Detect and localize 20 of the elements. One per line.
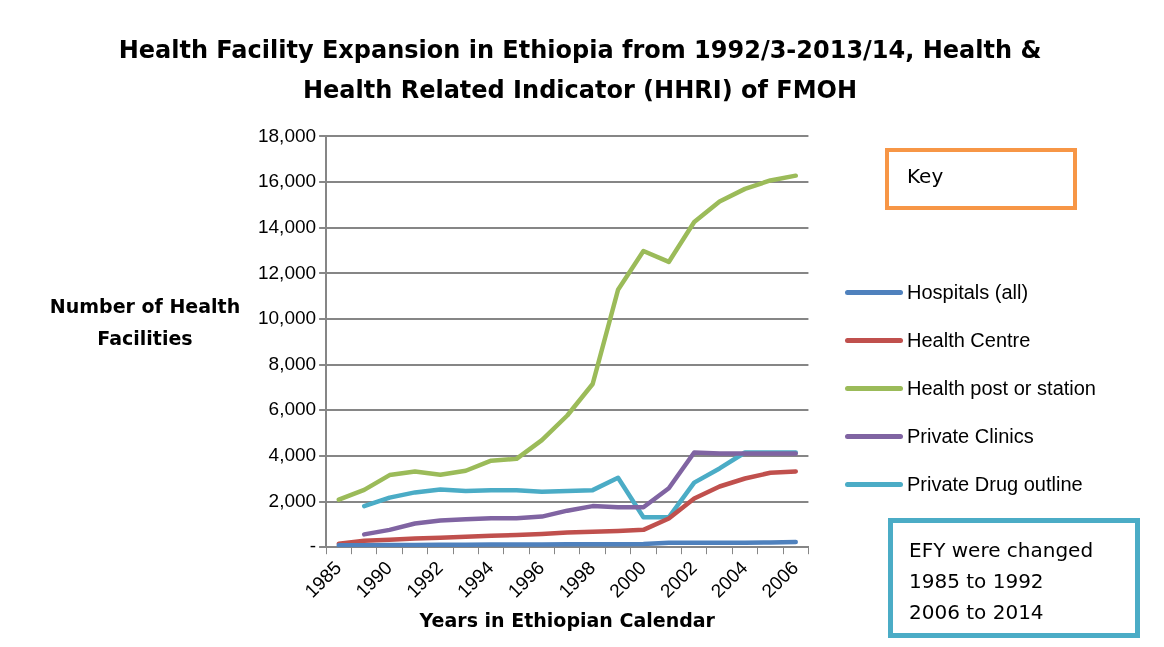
y-axis-title: Number of Health Facilities (49, 295, 241, 349)
x-axis-title: Years in Ethiopian Calendar (418, 608, 716, 631)
y-tick-label: - (309, 535, 317, 557)
legend-label: Private Drug outline (907, 472, 1083, 496)
legend-label: Health Centre (907, 328, 1031, 352)
y-tick-label: 14,000 (257, 215, 317, 237)
legend-label: Private Clinics (907, 424, 1034, 448)
legend-label: Hospitals (all) (907, 280, 1029, 304)
y-tick-label: 6,000 (268, 398, 317, 420)
chart-title: Health Facility Expansion in Ethiopia from 1992/3-2013/14, Health & Health Related Indicator (HHRI) of FMOH (117, 35, 1043, 106)
y-tick-label: 18,000 (257, 124, 317, 146)
text: EFY were changed 1985 to 1992 2006 to 2014 (888, 518, 1140, 638)
text: Key (885, 148, 1077, 210)
y-tick-label: 8,000 (268, 352, 317, 374)
y-tick-label: 4,000 (268, 444, 317, 466)
y-tick-label: 12,000 (257, 261, 317, 283)
y-tick-label: 16,000 (257, 170, 317, 192)
legend-label: Health post or station (907, 376, 1096, 400)
y-tick-label: 2,000 (268, 489, 317, 511)
y-tick-label: 10,000 (257, 307, 317, 329)
